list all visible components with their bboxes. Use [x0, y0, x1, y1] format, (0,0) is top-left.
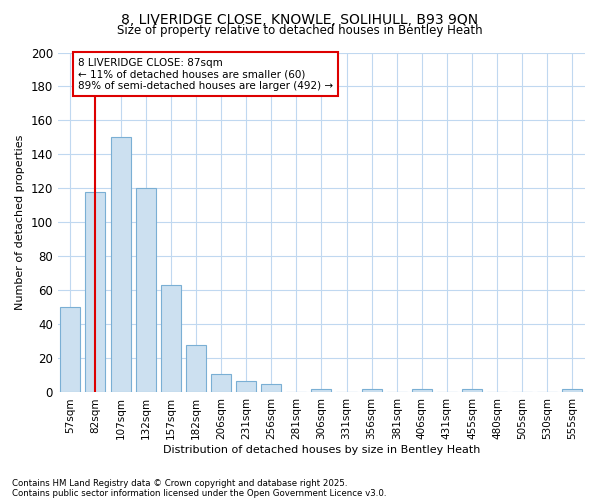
Text: Contains HM Land Registry data © Crown copyright and database right 2025.: Contains HM Land Registry data © Crown c… [12, 478, 347, 488]
Bar [61, 308, 80, 392]
Bar [261, 384, 281, 392]
Bar [211, 374, 231, 392]
Bar [362, 389, 382, 392]
Bar [110, 138, 131, 392]
Bar [186, 345, 206, 393]
Bar [311, 389, 331, 392]
Bar [412, 389, 432, 392]
Text: 8, LIVERIDGE CLOSE, KNOWLE, SOLIHULL, B93 9QN: 8, LIVERIDGE CLOSE, KNOWLE, SOLIHULL, B9… [121, 12, 479, 26]
Text: 8 LIVERIDGE CLOSE: 87sqm
← 11% of detached houses are smaller (60)
89% of semi-d: 8 LIVERIDGE CLOSE: 87sqm ← 11% of detach… [78, 58, 333, 91]
Bar [136, 188, 156, 392]
Bar [562, 389, 583, 392]
Text: Size of property relative to detached houses in Bentley Heath: Size of property relative to detached ho… [117, 24, 483, 37]
Text: Contains public sector information licensed under the Open Government Licence v3: Contains public sector information licen… [12, 488, 386, 498]
X-axis label: Distribution of detached houses by size in Bentley Heath: Distribution of detached houses by size … [163, 445, 480, 455]
Bar [462, 389, 482, 392]
Bar [161, 286, 181, 393]
Y-axis label: Number of detached properties: Number of detached properties [15, 135, 25, 310]
Bar [236, 380, 256, 392]
Bar [85, 192, 106, 392]
